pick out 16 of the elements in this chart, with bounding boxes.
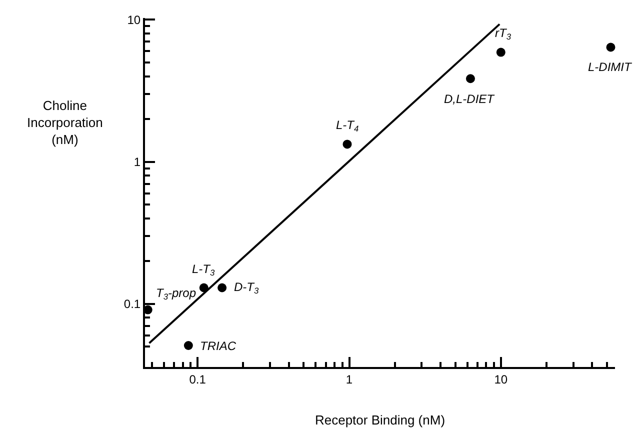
- annotation: rT$_{3}$: [495, 26, 512, 42]
- y-tick-label: 10: [127, 12, 141, 27]
- x-tick-label: 1: [346, 372, 353, 386]
- y-tick-label: 0.1: [124, 297, 141, 312]
- x-tick-label: 10: [494, 372, 508, 386]
- annotation: D-T$_{3}$: [234, 280, 259, 296]
- annotation: T$_{3}$-prop: [156, 286, 196, 302]
- annotation: L-T$_{4}$: [336, 118, 359, 134]
- annotation: L-T$_{3}$: [192, 262, 215, 278]
- y-axis-title: Choline Incorporation (nM): [27, 98, 103, 147]
- annotation: L-DIMIT: [588, 60, 633, 74]
- y-tick-label: 1: [134, 155, 141, 170]
- x-axis-title: Receptor Binding (nM): [314, 412, 446, 428]
- annotation: TRIAC: [200, 339, 236, 353]
- annotation: D,L-DIET: [444, 92, 496, 106]
- x-tick-label: 0.1: [189, 372, 206, 386]
